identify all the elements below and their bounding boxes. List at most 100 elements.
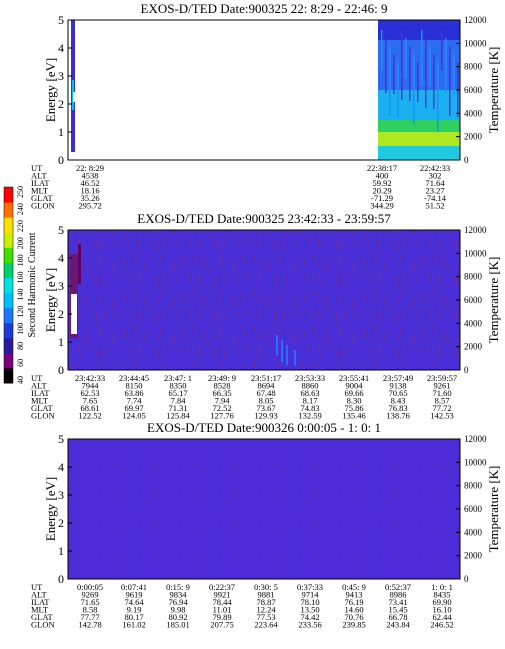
table-cell: 23:53:33 bbox=[295, 373, 325, 383]
spike bbox=[276, 335, 278, 355]
colorbar-tick-label: 240 bbox=[16, 203, 25, 215]
table-cell: 13.50 bbox=[300, 605, 319, 615]
table-cell: 9.19 bbox=[127, 605, 142, 615]
ytick-label-right: 2000 bbox=[464, 132, 483, 142]
table-cell: 73.41 bbox=[388, 597, 407, 607]
colorbar-segment bbox=[4, 322, 13, 339]
table-cell: 7.65 bbox=[83, 396, 98, 406]
table-cell: 8.05 bbox=[259, 396, 274, 406]
table-cell: 71.31 bbox=[168, 403, 187, 413]
table-cell: 62.44 bbox=[432, 612, 452, 622]
ytick-label-left: 2 bbox=[58, 516, 64, 530]
table-cell: 302 bbox=[429, 171, 442, 181]
table-cell: 8528 bbox=[214, 381, 231, 391]
table-cell: 8150 bbox=[126, 381, 143, 391]
table-cell: 76.94 bbox=[168, 597, 188, 607]
ytick-label-left: 3 bbox=[58, 488, 64, 502]
table-cell: 0:37:33 bbox=[297, 582, 323, 592]
ytick-label-right: 8000 bbox=[464, 481, 483, 491]
table-cell: 62.53 bbox=[80, 388, 99, 398]
table-cell: 233.56 bbox=[298, 620, 321, 630]
table-cell: 23:55:41 bbox=[339, 373, 369, 383]
block-streak bbox=[429, 46, 431, 86]
row-label: GLAT bbox=[31, 612, 54, 622]
panel-3: EXOS-D/TED Date:900326 0:00:05 - 1: 0: 1… bbox=[31, 420, 501, 630]
colorbar-segment bbox=[4, 187, 13, 203]
ytick-label-right: 10000 bbox=[464, 457, 487, 467]
ylabel-left: Energy [eV] bbox=[43, 58, 58, 122]
ytick-label-right: 6000 bbox=[464, 85, 483, 95]
block-streak bbox=[441, 30, 443, 70]
table-cell: 22: 8:29 bbox=[76, 163, 104, 173]
table-cell: 8350 bbox=[170, 381, 187, 391]
edge-line bbox=[78, 244, 81, 284]
ytick-label-left: 1 bbox=[58, 335, 64, 349]
colorbar-segment bbox=[4, 202, 13, 218]
table-cell: 59.92 bbox=[372, 178, 391, 188]
table-cell: 0:52:37 bbox=[385, 582, 411, 592]
block-streak bbox=[449, 46, 451, 116]
colorbar-segment bbox=[4, 352, 13, 369]
ytick-label-left: 4 bbox=[58, 251, 64, 265]
ytick-label-right: 6000 bbox=[464, 295, 483, 305]
table-cell: 74.83 bbox=[300, 403, 319, 413]
ylabel-right: Temperature [K] bbox=[486, 466, 501, 553]
table-cell: 80.17 bbox=[124, 612, 143, 622]
table-cell: 74.64 bbox=[124, 597, 144, 607]
table-cell: 207.75 bbox=[210, 620, 233, 630]
ytick-label-right: 12000 bbox=[464, 434, 487, 444]
colorbar: 40 60 80 100 120 140 160 180 200 220 240 250 Second … bbox=[3, 186, 38, 384]
table-cell: 23:47: 1 bbox=[164, 373, 192, 383]
table-cell: 122.52 bbox=[78, 411, 101, 421]
table-cell: 142.53 bbox=[430, 411, 453, 421]
block-streak bbox=[381, 30, 383, 70]
ytick-label-left: 3 bbox=[58, 279, 64, 293]
table-cell: 223.64 bbox=[254, 620, 278, 630]
table-cell: 8.57 bbox=[435, 396, 450, 406]
table-cell: 11.01 bbox=[213, 605, 232, 615]
table-cell: 9413 bbox=[346, 590, 363, 600]
table-cell: 20.29 bbox=[372, 186, 391, 196]
block-streak bbox=[401, 30, 403, 100]
block-streak bbox=[389, 46, 391, 116]
table-cell: 72.52 bbox=[212, 403, 231, 413]
table-cell: 7944 bbox=[82, 381, 100, 391]
table-cell: 23:42:33 bbox=[75, 373, 105, 383]
block-streak bbox=[453, 54, 455, 94]
table-cell: 9619 bbox=[126, 590, 143, 600]
table-cell: 23:51:17 bbox=[251, 373, 281, 383]
colorbar-tick-label: 200 bbox=[16, 237, 25, 249]
table-cell: 71.60 bbox=[432, 388, 451, 398]
table-cell: 66.78 bbox=[388, 612, 407, 622]
table-cell: 46.52 bbox=[80, 178, 99, 188]
table-cell: 77.53 bbox=[256, 612, 275, 622]
table-cell: 63.86 bbox=[124, 388, 143, 398]
table-cell: 23:57:49 bbox=[383, 373, 413, 383]
row-label: GLAT bbox=[31, 193, 54, 203]
ytick-label-left: 5 bbox=[58, 223, 64, 237]
table-cell: 66.35 bbox=[212, 388, 231, 398]
table-cell: 9714 bbox=[302, 590, 320, 600]
table-cell: 78.87 bbox=[256, 597, 275, 607]
ytick-label-right: 4000 bbox=[464, 527, 483, 537]
table-cell: 78.44 bbox=[212, 597, 232, 607]
blue-spikes bbox=[276, 335, 296, 366]
ylabel-right: Temperature [K] bbox=[486, 257, 501, 344]
table-cell: 67.48 bbox=[256, 388, 275, 398]
table-cell: 73.67 bbox=[256, 403, 275, 413]
row-label: GLON bbox=[31, 201, 55, 211]
ytick-label-right: 10000 bbox=[464, 248, 487, 258]
table-cell: 75.86 bbox=[344, 403, 363, 413]
block-streak bbox=[413, 54, 415, 124]
table-cell: 9004 bbox=[346, 381, 364, 391]
table-cell: 1: 0: 1 bbox=[431, 582, 453, 592]
colorbar-segment bbox=[4, 292, 13, 309]
table-cell: 7.84 bbox=[171, 396, 187, 406]
colorbar-tick-label: 180 bbox=[16, 254, 25, 266]
table-cell: 7.94 bbox=[215, 396, 231, 406]
colorbar-tick-label: 40 bbox=[16, 376, 25, 384]
noise-field bbox=[68, 439, 460, 579]
